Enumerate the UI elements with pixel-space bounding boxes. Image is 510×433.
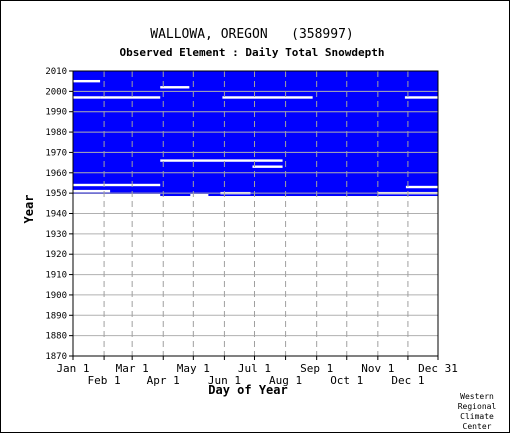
missing-segment	[73, 193, 161, 197]
missing-segment	[73, 189, 111, 193]
x-tick-labels: Jan 1 Mar 1 May 1 Jul 1 Sep 1 Nov 1 Dec 31 Feb …	[56, 362, 457, 387]
credit-line-1: Western	[460, 392, 494, 401]
missing-data	[73, 79, 438, 199]
chart-title: WALLOWA, OREGON (358997)	[150, 27, 354, 42]
y-tick-label: 1980	[45, 128, 67, 138]
y-tick-label: 1940	[45, 210, 67, 220]
y-tick-label: 2000	[45, 87, 67, 97]
y-tick-label: 1900	[45, 291, 67, 301]
x-tick-label: Sep 1	[300, 362, 333, 375]
credit-line-4: Center	[463, 422, 492, 431]
y-tick-label: 1950	[45, 189, 67, 199]
x-tick-label: Apr 1	[147, 374, 180, 387]
y-tick-labels: 1870 1880 1890 1900 1910 1920 1930 1940 1950 1960…	[45, 67, 67, 362]
record-fill-block	[73, 71, 438, 198]
missing-segment	[100, 96, 161, 99]
y-tick-label: 1990	[45, 108, 67, 118]
x-tick-label: Jun 1	[208, 374, 241, 387]
credit-line-3: Climate	[460, 412, 494, 421]
missing-segment	[73, 96, 101, 99]
y-tick-label: 1890	[45, 311, 67, 321]
x-tick-label: Mar 1	[116, 362, 149, 375]
chart-subtitle: Observed Element : Daily Total Snowdepth	[120, 46, 385, 59]
x-tick-label: Jul 1	[238, 362, 271, 375]
credit-line-2: Regional	[458, 402, 497, 411]
missing-segment	[73, 196, 438, 199]
y-tick-label: 1880	[45, 332, 67, 342]
missing-segment	[73, 79, 101, 83]
source-credit: Western Regional Climate Center	[458, 392, 497, 431]
missing-segment	[160, 86, 190, 89]
x-tick-label: Jan 1	[56, 362, 89, 375]
y-tick-label: 1970	[45, 148, 67, 158]
missing-segment	[404, 96, 438, 99]
x-tick-label: Oct 1	[330, 374, 363, 387]
x-tick-label: Feb 1	[88, 374, 121, 387]
x-tick-label: Nov 1	[361, 362, 394, 375]
y-tick-label: 1870	[45, 352, 67, 362]
missing-segment	[190, 193, 209, 197]
y-tick-label: 2010	[45, 67, 67, 77]
axes	[69, 70, 439, 360]
x-tick-label: May 1	[177, 362, 210, 375]
x-axis-label: Day of Year	[208, 383, 287, 397]
missing-segment	[73, 183, 161, 187]
y-tick-label: 1930	[45, 230, 67, 240]
y-tick-label: 1910	[45, 271, 67, 281]
missing-segment	[222, 96, 313, 99]
y-tick-label: 1960	[45, 169, 67, 179]
x-tick-label: Aug 1	[269, 374, 302, 387]
x-tick-label: Dec 1	[391, 374, 424, 387]
missing-segment	[160, 159, 283, 162]
missing-segment	[405, 185, 438, 189]
missing-segment	[252, 165, 283, 168]
y-tick-label: 1920	[45, 250, 67, 260]
grid-lines	[73, 71, 438, 356]
y-axis-label: Year	[22, 195, 36, 224]
record-fill	[73, 71, 438, 198]
x-tick-label: Dec 31	[418, 362, 458, 375]
